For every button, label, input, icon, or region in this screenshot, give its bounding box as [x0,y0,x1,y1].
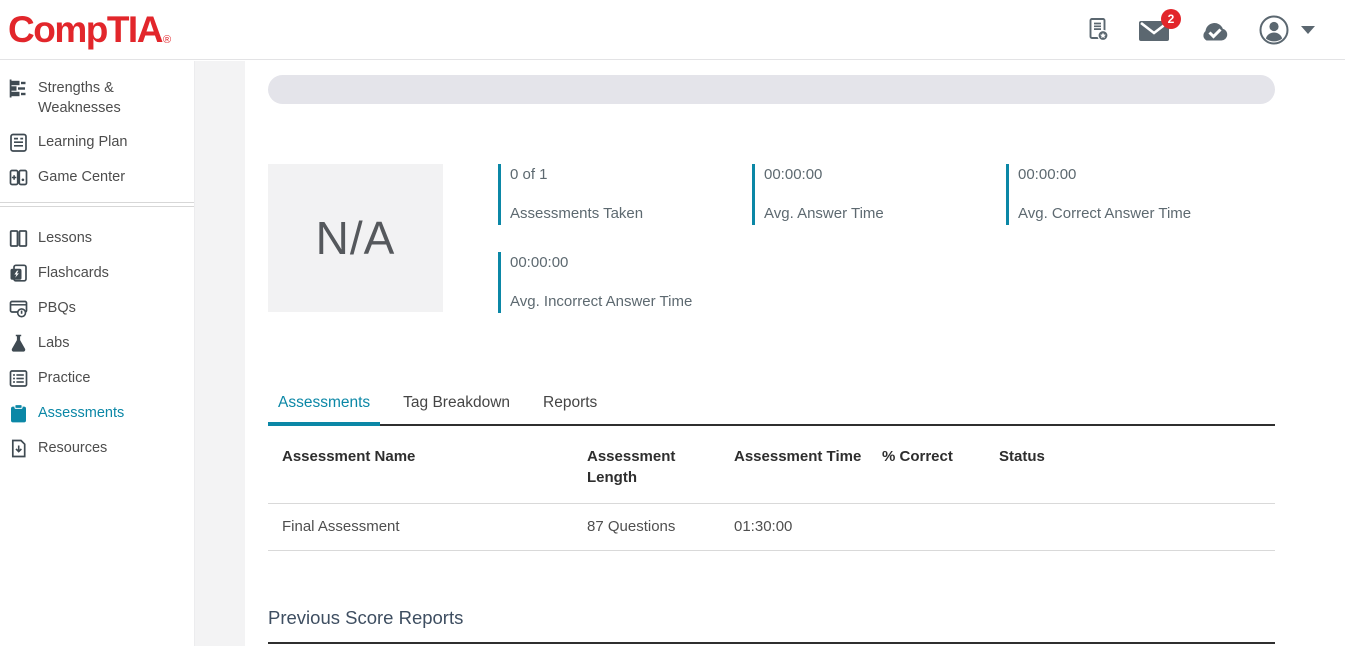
cell-status [999,503,1275,551]
flashcard-bolt-icon [10,264,27,282]
assessments-table: Assessment Name Assessment Length Assess… [268,426,1275,551]
stat-label: Avg. Incorrect Answer Time [510,293,693,310]
avatar-icon [1259,15,1289,44]
tab-assessments[interactable]: Assessments [268,393,381,426]
sidebar-item-label: Labs [38,335,70,351]
sidebar: Strengths & Weaknesses Learning Plan Gam… [0,61,194,646]
stat-label: Assessments Taken [510,205,644,222]
sidebar-item-flashcards[interactable]: Flashcards [0,256,194,291]
col-assessment-time: Assessment Time [734,426,882,504]
sidebar-item-strengths-weaknesses[interactable]: Strengths & Weaknesses [0,71,194,125]
stat-avg-answer-time: 00:00:00 Avg. Answer Time [752,164,1006,225]
tab-reports[interactable]: Reports [543,394,598,411]
sidebar-item-label: Game Center [38,169,126,185]
messages-button[interactable]: 2 [1137,8,1181,43]
sidebar-item-label: Lessons [38,230,93,246]
registered-mark: ® [162,34,171,46]
sidebar-item-game-center[interactable]: Game Center [0,160,194,195]
previous-score-reports-divider [268,642,1275,644]
sidebar-item-label: Practice [38,370,91,386]
clipboard-icon [11,404,26,423]
stat-avg-correct-answer-time: 00:00:00 Avg. Correct Answer Time [1006,164,1260,225]
envelope-icon [1139,20,1169,41]
account-menu-button[interactable] [1257,13,1315,47]
table-row-final-assessment[interactable]: Final Assessment 87 Questions 01:30:00 [268,503,1275,551]
sidebar-item-practice[interactable]: Practice [0,361,194,396]
flask-icon [11,334,26,352]
sidebar-item-label: PBQs [38,300,76,316]
download-doc-icon [11,439,26,458]
tab-tag-breakdown[interactable]: Tag Breakdown [403,394,511,411]
sidebar-item-learning-plan[interactable]: Learning Plan [0,125,194,160]
previous-score-reports-title: Previous Score Reports [268,607,464,628]
stat-label: Avg. Correct Answer Time [1018,205,1192,222]
score-report-icon [1089,17,1109,41]
sidebar-item-lessons[interactable]: Lessons [0,221,194,256]
stat-value: 00:00:00 [510,254,569,271]
col-percent-correct: % Correct [882,426,999,504]
table-header-row: Assessment Name Assessment Length Assess… [268,426,1275,504]
header-actions: 2 [1085,8,1315,47]
sidebar-item-labs[interactable]: Labs [0,326,194,361]
sidebar-main-group: Lessons Flashcards PBQs [0,211,194,469]
sidebar-item-pbqs[interactable]: PBQs [0,291,194,326]
score-placeholder-box: N/A [268,164,443,312]
sidebar-divider [0,202,194,207]
score-placeholder: N/A [315,212,396,264]
cell-percent-correct [882,503,999,551]
app-header: CompTIA ® 2 [0,0,1345,60]
sidebar-top-group: Strengths & Weaknesses Learning Plan Gam… [0,61,194,198]
logo-text: CompTIA [8,9,163,50]
sidebar-item-label: Assessments [38,405,125,421]
sidebar-item-assessments[interactable]: Assessments [0,396,194,431]
cell-assessment-time: 01:30:00 [734,503,882,551]
cloud-sync-button[interactable] [1197,17,1231,43]
cell-assessment-length: 87 Questions [587,503,734,551]
col-assessment-name: Assessment Name [268,426,587,504]
main-content: N/A 0 of 1 Assessments Taken 00:00:00 Av… [268,61,1275,644]
notebook-icon [10,133,27,152]
cell-assessment-name[interactable]: Final Assessment [268,503,587,551]
chevron-down-icon [1301,25,1315,34]
comptia-logo[interactable]: CompTIA ® [8,9,171,50]
stats-grid: 0 of 1 Assessments Taken 00:00:00 Avg. A… [498,164,1260,313]
col-status: Status [999,426,1275,504]
sidebar-item-label: Learning Plan [38,134,128,150]
stat-assessments-taken: 0 of 1 Assessments Taken [498,164,752,225]
scrollbar-gutter[interactable] [194,61,245,646]
game-tiles-icon [9,169,28,186]
stat-avg-incorrect-answer-time: 00:00:00 Avg. Incorrect Answer Time [498,252,752,313]
sidebar-item-label: Strengths & Weaknesses [38,80,121,116]
cloud-check-icon [1203,22,1228,40]
score-report-button[interactable] [1085,16,1111,44]
sidebar-item-label: Flashcards [38,265,109,281]
messages-badge: 2 [1161,8,1181,29]
overview-section: N/A 0 of 1 Assessments Taken 00:00:00 Av… [268,164,1275,313]
stat-label: Avg. Answer Time [764,205,884,222]
col-assessment-length: Assessment Length [587,426,734,504]
stat-value: 00:00:00 [764,166,823,183]
stat-value: 00:00:00 [1018,166,1077,183]
pbq-window-icon [9,300,28,318]
sidebar-item-label: Resources [38,440,108,456]
stat-value: 0 of 1 [510,166,548,183]
tab-bar: Assessments Tag Breakdown Reports [268,393,1275,426]
bar-chart-icon [9,79,26,98]
open-book-icon [9,230,28,247]
checklist-icon [9,370,28,387]
sidebar-item-resources[interactable]: Resources [0,431,194,466]
progress-bar [268,75,1275,104]
